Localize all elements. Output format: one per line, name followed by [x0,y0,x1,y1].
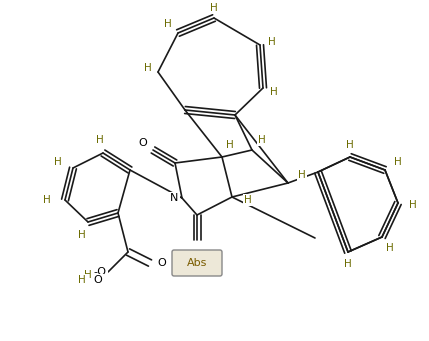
Text: H: H [43,195,51,205]
Text: H: H [298,170,306,180]
Text: O: O [94,275,103,285]
Text: H: H [346,140,354,150]
Text: H: H [226,140,234,150]
Text: -O: -O [94,267,106,277]
Text: H: H [54,157,62,167]
Text: H: H [78,275,86,285]
Text: H: H [244,195,252,205]
Text: H: H [344,259,352,269]
Text: H: H [78,230,86,240]
Text: H: H [386,243,394,253]
Text: H: H [268,37,276,47]
Text: H: H [164,19,172,29]
Text: H: H [270,87,278,97]
Text: O: O [139,138,148,148]
FancyBboxPatch shape [172,250,222,276]
Text: H: H [394,157,402,167]
Text: H: H [84,270,92,280]
Text: O: O [157,258,166,268]
Text: H: H [258,135,266,145]
Text: H: H [409,200,417,210]
Text: H: H [210,3,218,13]
Text: Abs: Abs [187,258,207,268]
Text: N: N [170,193,178,203]
Text: H: H [96,135,104,145]
Text: H: H [144,63,152,73]
